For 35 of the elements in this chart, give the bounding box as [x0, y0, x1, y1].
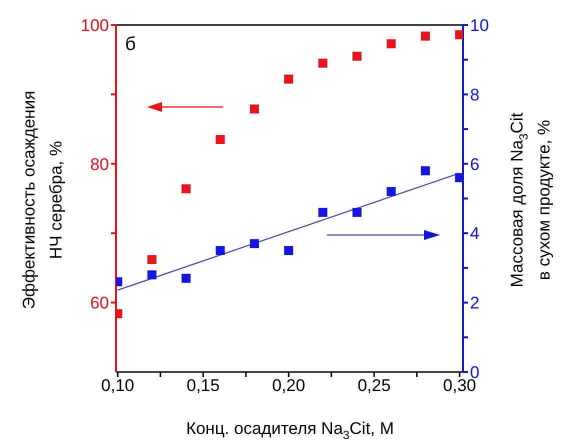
- point: [386, 187, 396, 196]
- y2-tick-label: 10: [470, 16, 489, 36]
- point: [216, 246, 225, 256]
- x-axis-title: Конц. осадителя Na$_{3}$Cit, M: [186, 418, 394, 442]
- point: [147, 270, 156, 280]
- point: [455, 30, 463, 40]
- point: [352, 52, 362, 61]
- y-axis-title: Эффективность осаждения НЧ серебра, %: [18, 90, 66, 310]
- point: [182, 274, 191, 283]
- point: [352, 208, 362, 217]
- annotation: б: [125, 34, 136, 55]
- y2-tick-label: 8: [470, 85, 480, 104]
- y2-tick-label: 4: [470, 224, 480, 244]
- x-tick-label: 0,15: [186, 376, 220, 396]
- y2-tick-label: 2: [470, 294, 480, 313]
- point: [420, 166, 430, 176]
- point: [455, 173, 463, 182]
- point: [284, 246, 294, 256]
- point: [386, 39, 396, 48]
- point: [318, 208, 328, 217]
- point: [147, 255, 156, 264]
- y-tick-label: 60: [90, 294, 109, 313]
- y2-tick-label: 6: [470, 154, 480, 174]
- y-tick-label: 100: [80, 16, 109, 36]
- x-tick-label: 0,20: [272, 376, 306, 396]
- point: [318, 58, 328, 68]
- x-tick-label: 0,10: [101, 376, 134, 396]
- point: [250, 239, 259, 248]
- y-tick-label: 80: [90, 154, 109, 174]
- point: [250, 104, 259, 114]
- point: [182, 184, 191, 194]
- x-tick-label: 0,25: [358, 376, 391, 396]
- point: [284, 74, 294, 84]
- point: [216, 135, 225, 144]
- point: [420, 32, 430, 41]
